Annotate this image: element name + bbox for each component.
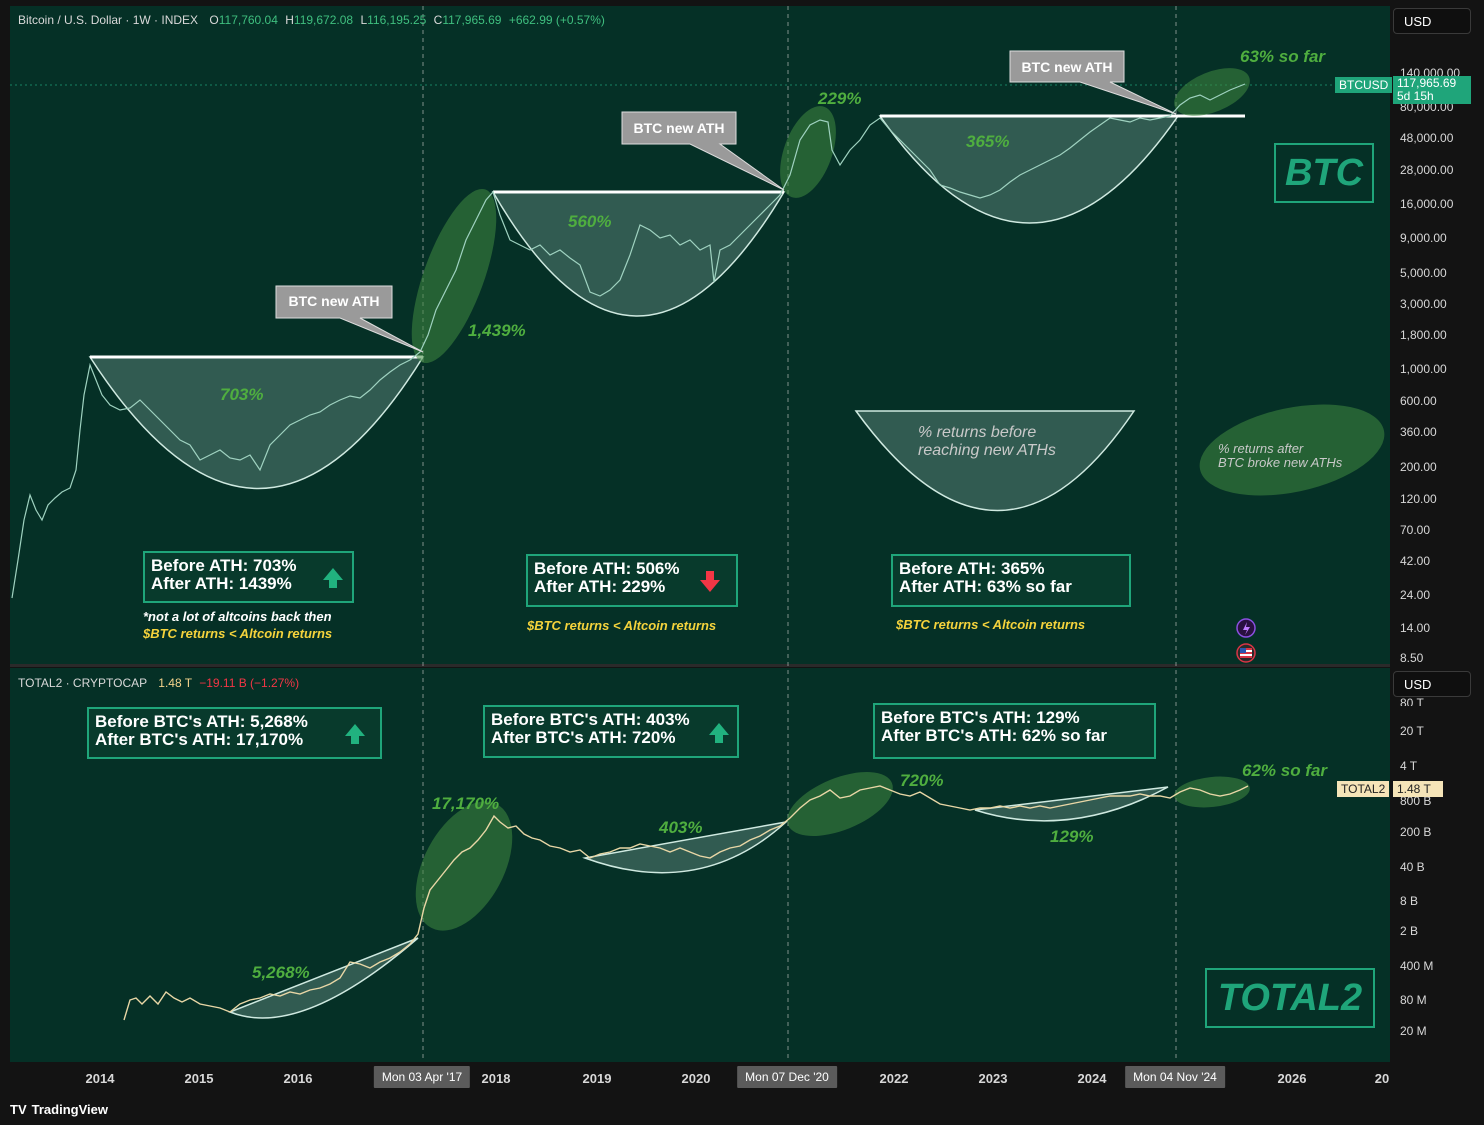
total2-legend-header[interactable]: TOTAL2 · CRYPTOCAP 1.48 T −19.11 B (−1.2… [18,676,299,690]
time-marker-2024: Mon 04 Nov '24 [1125,1066,1225,1088]
total2-price-tag: 1.48 T [1393,781,1443,797]
pct-label: 365% [966,132,1010,151]
pct-label: 1,439% [468,321,526,340]
callout-bubbles [275,50,1177,353]
total2-price-line [123,785,1249,1021]
ath-bubble-label-2: BTC new ATH [633,120,725,136]
up-arrow-icon [345,724,365,744]
time-marker-2017: Mon 03 Apr '17 [373,1066,471,1088]
legend-cup-shape [854,410,1136,512]
total2-symbol-title: TOTAL2 · CRYPTOCAP [18,676,147,690]
total2-summary-box-1: Before BTC's ATH: 5,268% After BTC's ATH… [87,707,382,759]
note-btc-vs-alt-3: $BTC returns < Altcoin returns [896,617,1086,632]
pct-label: 720% [900,771,944,790]
up-arrow-icon [709,723,729,743]
note-few-altcoins: *not a lot of altcoins back then [143,609,332,624]
tradingview-logo-icon: TV [10,1102,27,1117]
up-arrow-icon [323,568,343,588]
btcusd-symbol-tag: BTCUSD [1335,77,1393,93]
ath-bubble-label-3: BTC new ATH [1021,59,1113,75]
total2-symbol-tag: TOTAL2 [1337,781,1390,797]
btc-summary-box-2: Before ATH: 506% After ATH: 229% [526,554,738,607]
change-value: +662.99 (+0.57%) [508,13,605,27]
note-btc-vs-alt-2: $BTC returns < Altcoin returns [527,618,717,633]
pct-label: 5,268% [252,963,310,982]
open-value: 117,760.04 [218,13,278,27]
legend-ellipse-shape [1199,404,1385,496]
low-value: 116,195.25 [367,13,427,27]
close-value: 117,965.69 [442,13,502,27]
time-marker-2020: Mon 07 Dec '20 [737,1066,837,1088]
currency-button-top[interactable]: USD [1393,8,1471,34]
pct-label: 63% so far [1240,47,1326,66]
ath-bubble-label-1: BTC new ATH [288,293,380,309]
btc-summary-box-3: Before ATH: 365% After ATH: 63% so far [891,554,1131,607]
pct-label: 560% [568,212,612,231]
legend-after-text: % returns after BTC broke new ATHs [1218,441,1343,470]
pct-label: 703% [220,385,264,404]
high-value: 119,672.08 [293,13,354,27]
pct-label: 62% so far [1242,761,1328,780]
total2-value: 1.48 T [158,676,192,690]
btc-price-line [11,83,1246,599]
legend-before-text: % returns before reaching new ATHs [918,424,1056,459]
price-axis-bg [1390,6,1484,1062]
total2-logo-box: TOTAL2 [1205,968,1375,1028]
down-arrow-icon [700,571,720,592]
btc-cups [88,114,1245,490]
btc-symbol-title: Bitcoin / U.S. Dollar · 1W · INDEX [18,13,199,27]
pct-label: 17,170% [432,794,500,813]
total2-summary-box-2: Before BTC's ATH: 403% After BTC's ATH: … [483,705,739,758]
tradingview-logo[interactable]: TV TradingView [10,1102,108,1117]
total2-summary-box-3: Before BTC's ATH: 129% After BTC's ATH: … [873,703,1156,759]
pct-label: 403% [659,818,703,837]
btcusd-price-tag: 117,965.69 5d 15h [1393,76,1471,104]
bar-countdown: 5d 15h [1397,89,1434,103]
total2-change: −19.11 B (−1.27%) [199,676,300,690]
total2-after-ellipses [415,772,1250,931]
currency-button-bottom[interactable]: USD [1393,671,1471,697]
pct-label: 229% [818,89,862,108]
btc-legend-header[interactable]: Bitcoin / U.S. Dollar · 1W · INDEX O117,… [18,13,605,27]
btc-summary-box-1: Before ATH: 703% After ATH: 1439% [143,551,354,603]
btc-logo-box: BTC [1274,143,1374,203]
note-btc-vs-alt-1: $BTC returns < Altcoin returns [143,626,333,641]
pct-label: 129% [1050,827,1094,846]
